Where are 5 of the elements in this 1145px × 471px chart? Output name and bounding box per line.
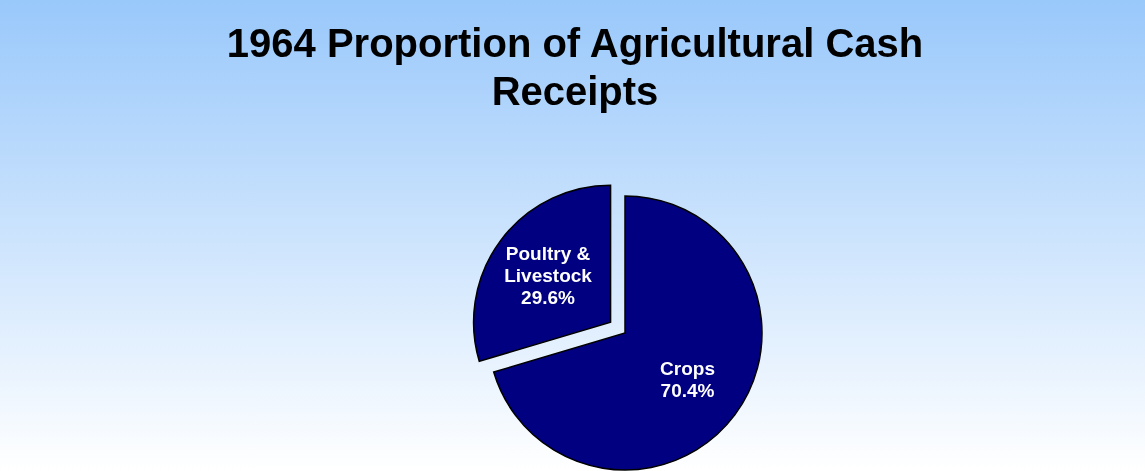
- slice-label: Poultry & Livestock: [504, 242, 593, 286]
- slice-label: Crops: [660, 357, 715, 379]
- data-label: 29.6%: [521, 286, 576, 308]
- chart-title: 1964 Proportion of Agricultural Cash Receipts: [226, 21, 924, 113]
- data-label: 70.4%: [660, 379, 715, 401]
